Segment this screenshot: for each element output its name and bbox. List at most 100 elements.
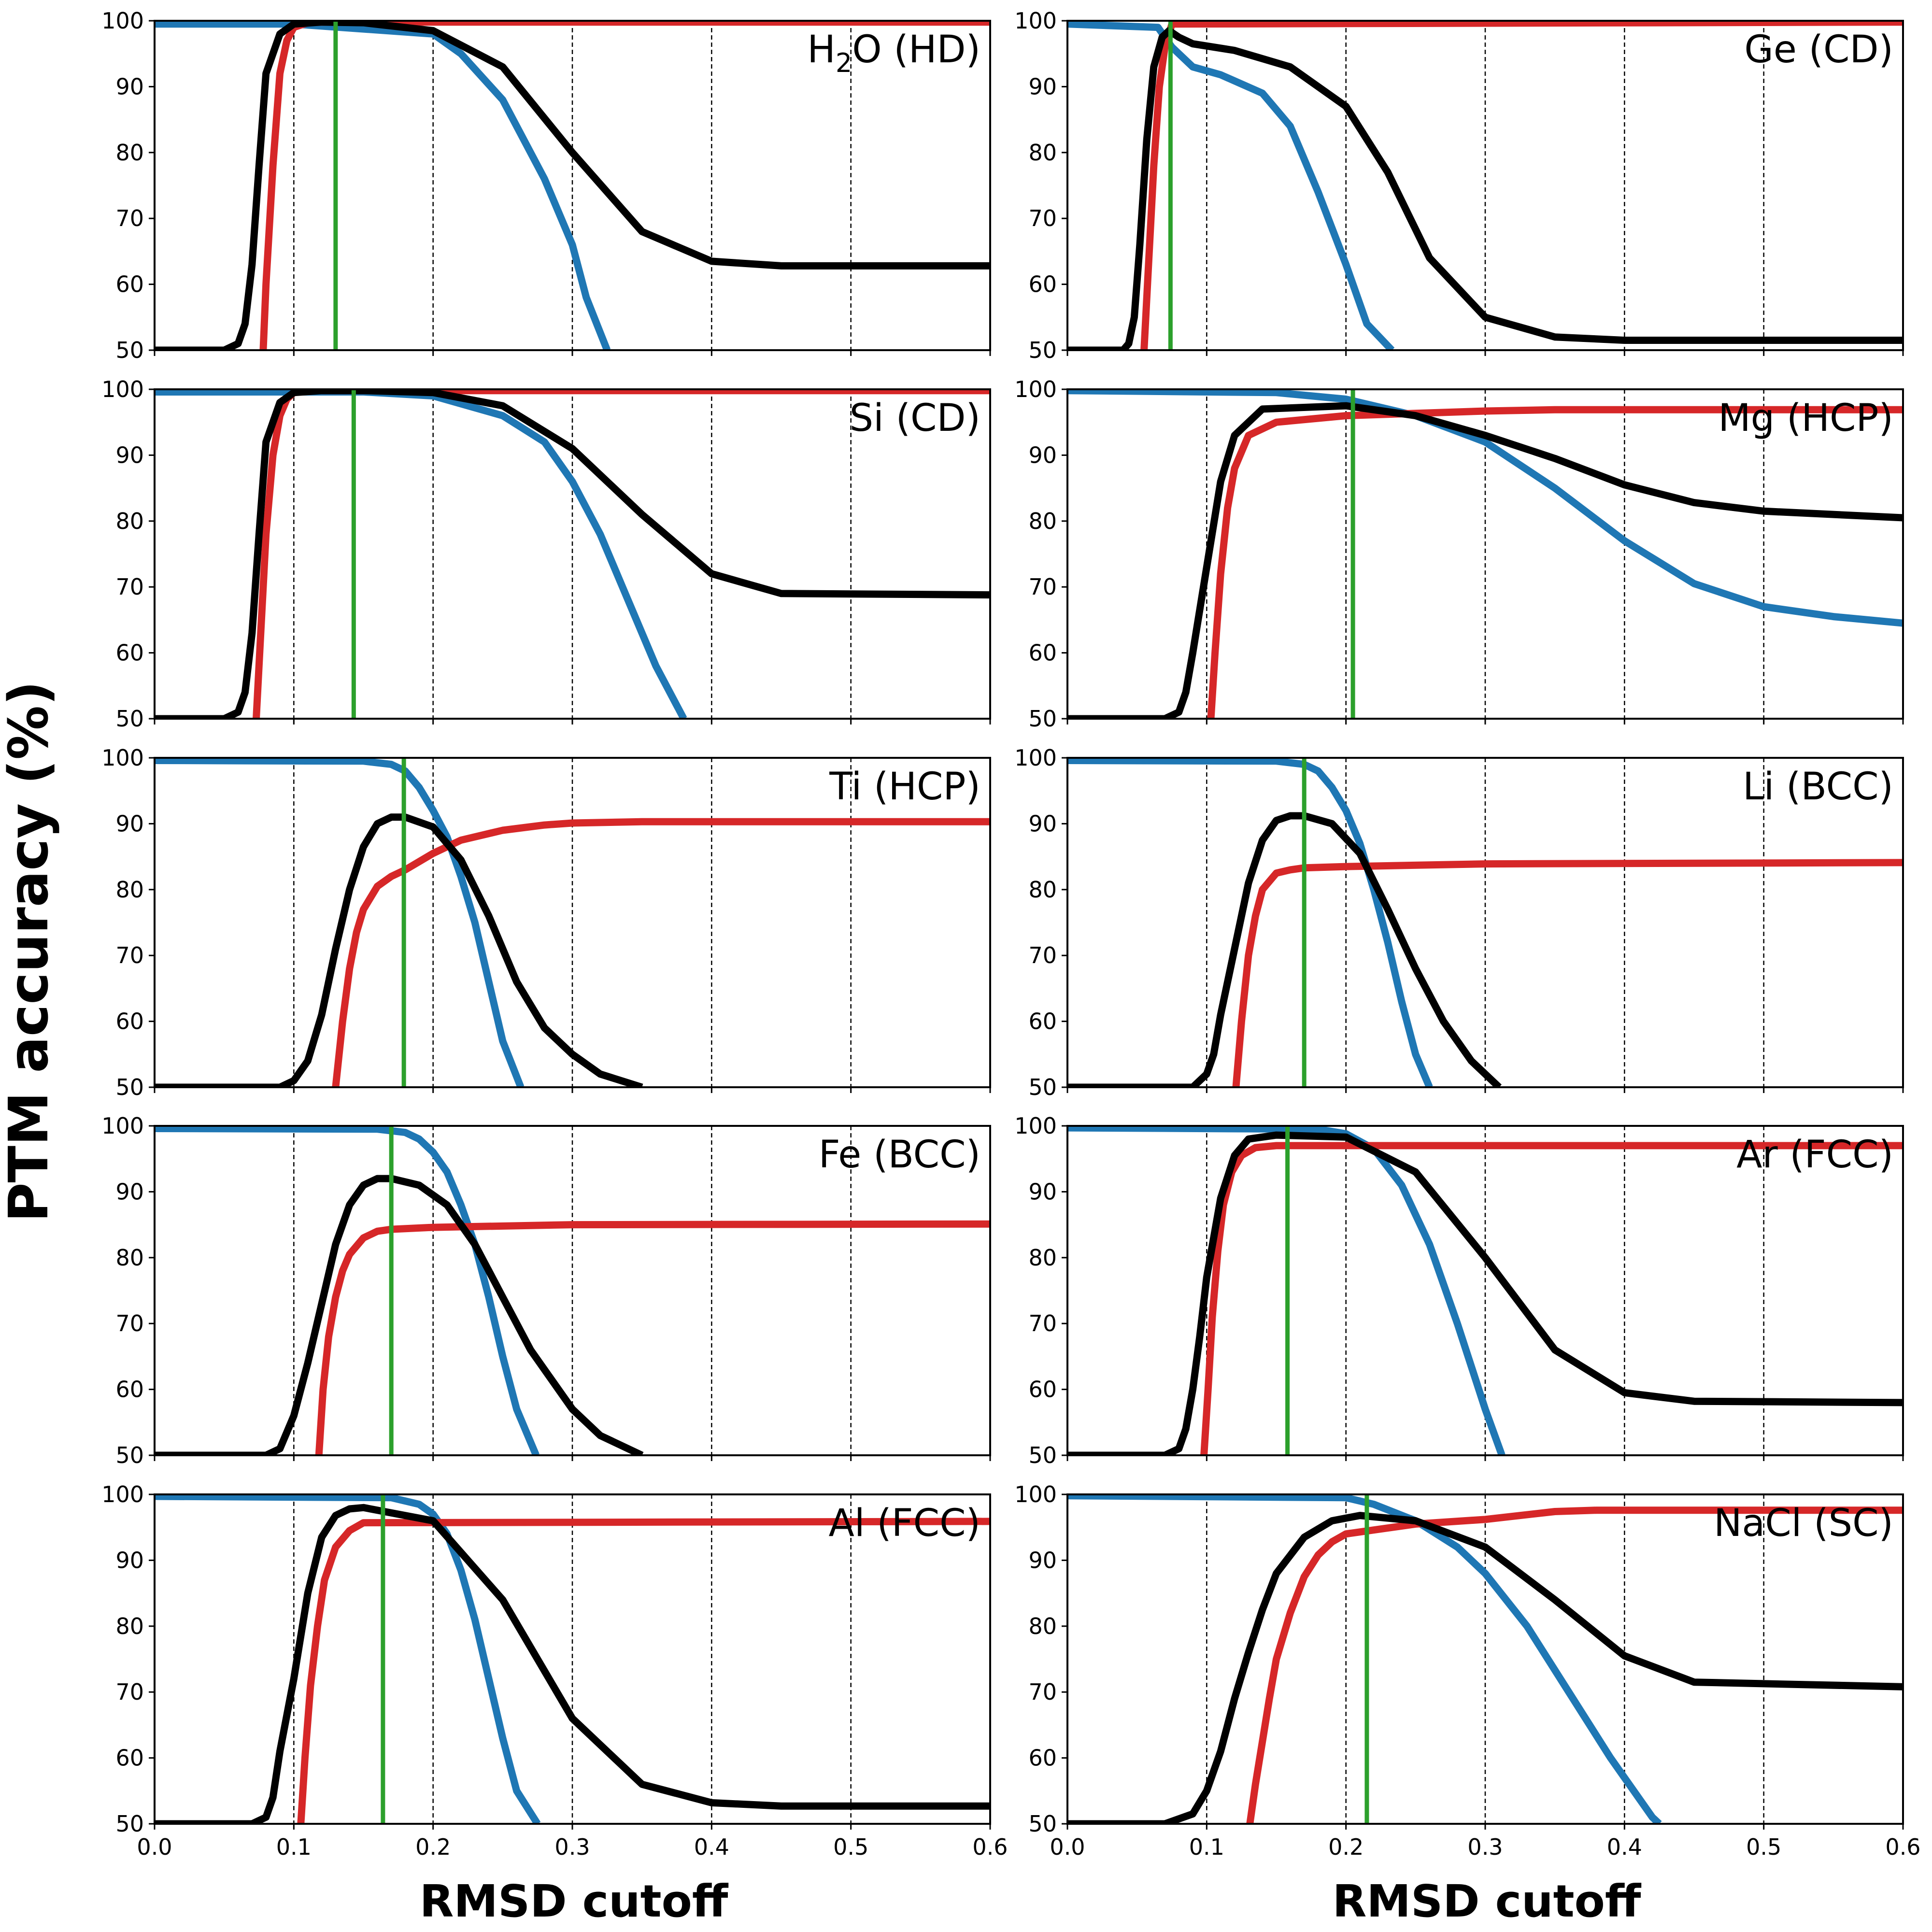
x-tick-label: 0.0: [137, 1834, 172, 1860]
y-tick-label: 60: [115, 1009, 144, 1035]
x-tick-label: 0.1: [1189, 1834, 1224, 1860]
x-tick-label: 0.4: [694, 1834, 729, 1860]
x-tick-label: 0.5: [833, 1834, 868, 1860]
series-line-red: [297, 1518, 990, 1824]
y-tick-label: 100: [1014, 1481, 1057, 1507]
plot-area: [1067, 1494, 1903, 1824]
panel-4: 50 60 70 80 90 100 Mg (HCP): [1014, 376, 1904, 732]
series-line-red: [315, 1220, 990, 1455]
y-tick-label: 80: [1028, 877, 1057, 903]
y-tick-label: 60: [115, 1377, 144, 1403]
y-tick-label: 50: [115, 337, 144, 363]
series-line-black: [1067, 402, 1903, 719]
series-line-blue: [1067, 21, 1395, 350]
y-tick-label: 80: [1028, 140, 1057, 166]
y-tick-label: 90: [115, 1179, 144, 1205]
x-tick-label: 0.2: [415, 1834, 451, 1860]
panel-7: 50 60 70 80 90 100 Fe (BCC): [101, 1113, 991, 1468]
x-tick-label: 0.3: [1467, 1834, 1503, 1860]
series-line-red: [332, 818, 990, 1087]
panel-6: 50 60 70 80 90 100 Li (BCC): [1014, 745, 1904, 1100]
y-tick-label: 50: [1028, 706, 1057, 732]
panel-title: Ti (HCP): [829, 765, 980, 809]
panel-title-rest: O (HD): [852, 28, 980, 71]
x-tick-label: 0.6: [1885, 1834, 1920, 1860]
series-line-red: [1200, 1142, 1903, 1455]
series-line-blue: [1067, 1126, 1506, 1455]
y-tick-label: 60: [1028, 271, 1057, 298]
y-tick-label: 50: [115, 1442, 144, 1468]
y-tick-label: 90: [115, 442, 144, 468]
y-tick-label: 100: [101, 376, 144, 402]
y-tick-label: 90: [1028, 442, 1057, 468]
y-tick-label: 80: [115, 1613, 144, 1639]
panel-title: Mg (HCP): [1718, 397, 1893, 440]
plot-area: [155, 1126, 990, 1455]
y-tick-label: 100: [101, 1481, 144, 1507]
y-tick-label: 50: [1028, 1442, 1057, 1468]
y-tick-label: 100: [101, 745, 144, 771]
y-tick-label: 70: [1028, 205, 1057, 231]
plot-area: [155, 1494, 990, 1824]
y-tick-label: 100: [101, 1113, 144, 1139]
series-line-black: [1067, 1512, 1903, 1824]
y-tick-label: 60: [115, 1745, 144, 1771]
series-line-blue: [155, 758, 525, 1087]
panel-title: Ar (FCC): [1736, 1133, 1893, 1177]
series-line-black: [155, 1175, 644, 1455]
y-tick-label: 90: [1028, 1547, 1057, 1573]
series-line-black: [155, 1504, 990, 1824]
x-tick-label: 0.3: [554, 1834, 590, 1860]
panel-8: 50 60 70 80 90 100 Ar (FCC): [1014, 1113, 1904, 1468]
panel-title-main: Si (CD): [850, 397, 980, 440]
y-tick-label: 50: [115, 1811, 144, 1837]
y-tick-label: 80: [1028, 508, 1057, 534]
panel-2: 50 60 70 80 90 100 Ge (CD): [1014, 8, 1904, 363]
x-tick-label: 0.1: [276, 1834, 312, 1860]
series-line-black: [1067, 812, 1502, 1087]
y-tick-label: 60: [1028, 1009, 1057, 1035]
series-line-blue: [155, 1494, 541, 1824]
y-tick-label: 60: [115, 640, 144, 666]
panel-title-sub: 2: [836, 48, 852, 78]
y-tick-label: 70: [115, 205, 144, 231]
y-tick-label: 90: [1028, 73, 1057, 99]
y-tick-label: 100: [1014, 376, 1057, 402]
series-line-red: [1246, 1506, 1903, 1824]
y-tick-label: 100: [1014, 1113, 1057, 1139]
y-tick-label: 70: [115, 1310, 144, 1336]
y-tick-label: 50: [115, 706, 144, 732]
y-tick-label: 50: [1028, 337, 1057, 363]
series-line-blue: [1067, 1494, 1662, 1824]
y-tick-label: 70: [115, 574, 144, 600]
panel-title-main: NaCl (SC): [1714, 1502, 1893, 1545]
y-tick-label: 100: [1014, 745, 1057, 771]
panel-10: 50 60 70 80 90 100 0.0 0.1 0.2 0.3 0.4 0.5 0.6 NaCl (…: [1014, 1481, 1920, 1860]
y-tick-label: 60: [1028, 1377, 1057, 1403]
series-line-blue: [155, 21, 611, 350]
y-tick-label: 90: [115, 810, 144, 837]
panel-title-main: Ge (CD): [1744, 28, 1893, 71]
panel-title-main: Al (FCC): [829, 1502, 980, 1545]
y-tick-label: 70: [1028, 942, 1057, 968]
y-tick-label: 80: [1028, 1245, 1057, 1271]
y-tick-label: 90: [115, 73, 144, 99]
series-line-black: [155, 813, 643, 1087]
y-tick-label: 90: [115, 1547, 144, 1573]
y-tick-label: 50: [1028, 1811, 1057, 1837]
panel-title-main: Fe (BCC): [819, 1133, 980, 1177]
panel-title-main: Ar (FCC): [1736, 1133, 1893, 1177]
panel-title: Li (BCC): [1743, 765, 1893, 809]
y-tick-label: 70: [115, 1679, 144, 1705]
figure-ylabel: PTM accuracy (%): [0, 681, 60, 1222]
series-line-red: [1232, 859, 1903, 1087]
y-tick-label: 60: [1028, 640, 1057, 666]
series-line-blue: [1067, 758, 1433, 1087]
figure-xlabel-left: RMSD cutoff: [420, 1875, 729, 1927]
x-tick-label: 0.2: [1328, 1834, 1364, 1860]
panels: 50 60 70 80 90 100 H2O (HD) 50 60 70 80 90 100 Ge (CD…: [101, 8, 1920, 1860]
y-tick-label: 60: [115, 271, 144, 298]
y-tick-label: 100: [101, 8, 144, 34]
x-tick-label: 0.5: [1746, 1834, 1781, 1860]
